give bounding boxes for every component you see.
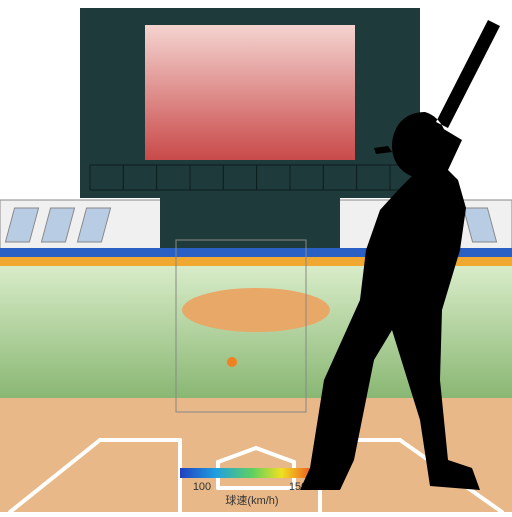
svg-text:球速(km/h): 球速(km/h)	[225, 493, 278, 507]
pitch-location-chart: 100150球速(km/h)	[0, 0, 512, 512]
pitch-marker	[227, 357, 237, 367]
svg-text:100: 100	[193, 481, 211, 493]
